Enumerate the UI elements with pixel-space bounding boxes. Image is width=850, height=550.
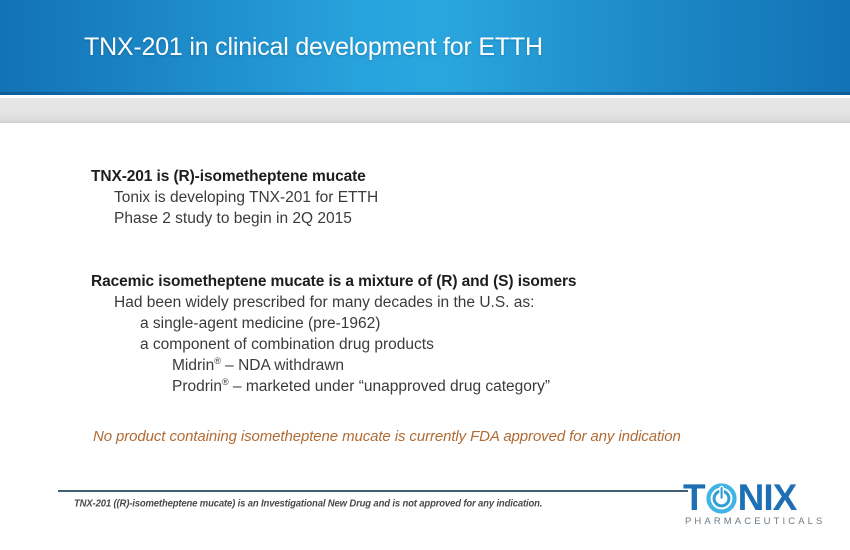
- tonix-logo: T N I X PHARMACEUTICALS: [683, 477, 843, 533]
- logo-letter-t: T: [683, 477, 706, 518]
- block2-item-prodrin: Prodrin® – marketed under “unapproved dr…: [0, 376, 576, 397]
- block1-item: Tonix is developing TNX-201 for ETTH: [114, 189, 379, 206]
- header-underline: [0, 92, 850, 95]
- fda-approval-statement: No product containing isometheptene muca…: [93, 428, 681, 445]
- footer-disclaimer: TNX-201 ((R)-isometheptene mucate) is an…: [74, 498, 543, 510]
- prodrin-name: Prodrin: [172, 378, 222, 395]
- content-block-tnx201: TNX-201 is (R)-isometheptene mucate Toni…: [0, 166, 378, 229]
- midrin-name: Midrin: [172, 357, 215, 374]
- block1-heading: TNX-201 is (R)-isometheptene mucate: [91, 168, 366, 185]
- tonix-wordmark: T N I X: [683, 477, 798, 518]
- header-gray-band: [0, 98, 850, 121]
- slide-header-band: [0, 0, 850, 92]
- block2-item-single-agent: a single-agent medicine (pre-1962): [140, 315, 381, 332]
- logo-letter-n: N: [737, 477, 765, 518]
- block2-item-midrin: Midrin® – NDA withdrawn: [0, 355, 576, 376]
- registered-trademark-icon: ®: [221, 376, 229, 387]
- registered-trademark-icon: ®: [214, 355, 221, 366]
- power-symbol-icon: [706, 482, 737, 514]
- logo-letter-i: I: [763, 477, 773, 518]
- logo-letter-x: X: [772, 477, 798, 518]
- block2-heading: Racemic isometheptene mucate is a mixtur…: [91, 273, 577, 290]
- header-gray-band-edge: [0, 121, 850, 123]
- header-white-separator: [0, 95, 850, 98]
- slide-title: TNX-201 in clinical development for ETTH: [84, 33, 543, 61]
- power-symbol-svg: [706, 482, 737, 514]
- midrin-status: – NDA withdrawn: [220, 357, 345, 374]
- content-block-racemic: Racemic isometheptene mucate is a mixtur…: [0, 271, 577, 397]
- prodrin-status: – marketed under “unapproved drug catego…: [228, 378, 550, 395]
- block2-item-prescribed: Had been widely prescribed for many deca…: [114, 294, 535, 311]
- footer-divider: [58, 490, 688, 492]
- block1-item: Phase 2 study to begin in 2Q 2015: [114, 210, 352, 227]
- logo-tagline: PHARMACEUTICALS: [685, 516, 826, 527]
- block2-item-combination: a component of combination drug products: [140, 336, 434, 353]
